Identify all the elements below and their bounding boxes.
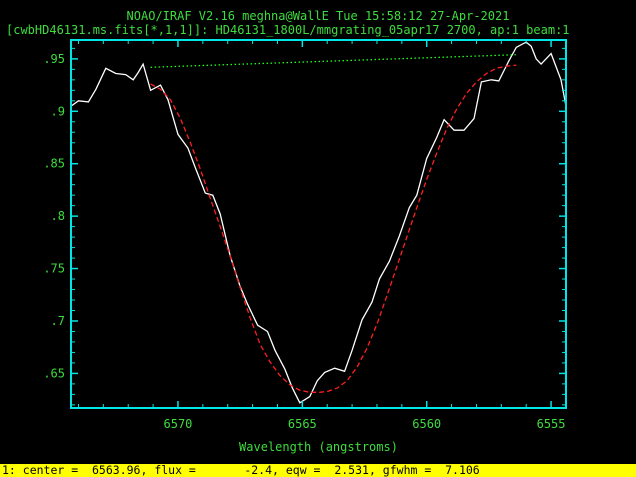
continuum-layer — [150, 54, 517, 68]
tick-marks — [71, 40, 566, 408]
spectrum-line — [70, 41, 567, 404]
x-tick-label: 6570 — [164, 417, 193, 431]
plot-title: NOAO/IRAF V2.16 meghna@WallE Tue 15:58:1… — [126, 9, 510, 23]
y-tick-label: .7 — [51, 314, 65, 328]
continuum-line — [150, 54, 517, 68]
fit-layer — [150, 64, 517, 393]
x-tick-label: 6555 — [537, 417, 566, 431]
plot-subtitle: [cwbHD46131.ms.fits[*,1,1]]: HD46131_180… — [6, 23, 570, 37]
y-tick-label: .9 — [51, 104, 65, 118]
tick-labels: 6570 6565 6560 6555 .65 .7 .75 .8 .85 .9 .95 — [43, 52, 565, 431]
x-tick-label: 6565 — [288, 417, 317, 431]
y-tick-label: .95 — [43, 52, 65, 66]
status-bar: 1: center = 6563.96, flux = -2.4, eqw = … — [0, 464, 636, 477]
x-tick-label: 6560 — [412, 417, 441, 431]
spectrum-layer — [70, 41, 567, 404]
spectrum-plot[interactable]: 6570 6565 6560 6555 .65 .7 .75 .8 .85 .9 .95 Wavel… — [0, 0, 636, 464]
y-tick-label: .75 — [43, 262, 65, 276]
y-tick-label: .85 — [43, 157, 65, 171]
x-axis-label: Wavelength (angstroms) — [239, 440, 398, 454]
plot-frame — [70, 39, 567, 409]
gaussian-fit-line — [150, 64, 517, 393]
y-tick-label: .65 — [43, 366, 65, 380]
y-tick-label: .8 — [51, 209, 65, 223]
